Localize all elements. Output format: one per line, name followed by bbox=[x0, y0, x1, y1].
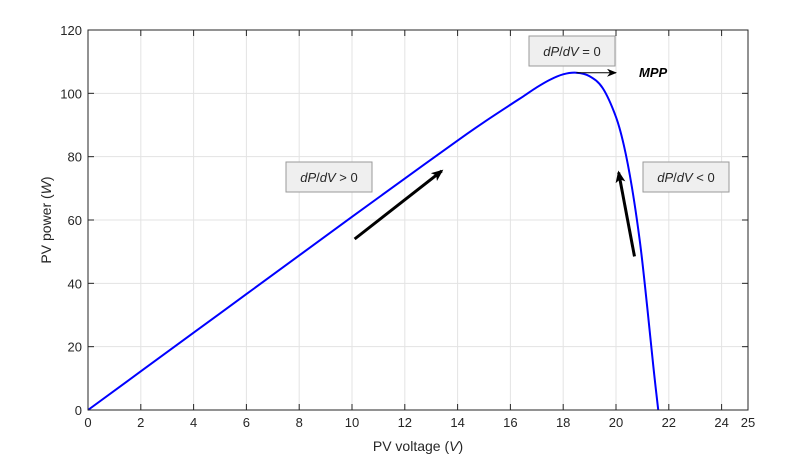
arrows-layer bbox=[353, 68, 636, 257]
x-tick-label: 22 bbox=[662, 415, 676, 430]
pv-curve-line bbox=[87, 71, 660, 411]
x-tick-label: 16 bbox=[503, 415, 517, 430]
x-axis-label: PV voltage (V) bbox=[373, 438, 463, 454]
y-tick-label: 0 bbox=[75, 403, 82, 418]
grid-lines bbox=[88, 30, 748, 410]
x-tick-label: 2 bbox=[137, 415, 144, 430]
x-tick-label: 8 bbox=[296, 415, 303, 430]
x-tick-label: 24 bbox=[714, 415, 728, 430]
y-tick-label: 80 bbox=[68, 150, 82, 165]
svg-text:dP/dV < 0: dP/dV < 0 bbox=[657, 170, 714, 185]
x-tick-label: 14 bbox=[450, 415, 464, 430]
x-tick-label: 25 bbox=[741, 415, 755, 430]
y-tick-label: 100 bbox=[60, 86, 82, 101]
x-tick-label: 0 bbox=[84, 415, 91, 430]
increasing-arrow-icon bbox=[353, 169, 444, 241]
svg-text:dP/dV = 0: dP/dV = 0 bbox=[543, 44, 600, 59]
curve-layer bbox=[87, 71, 660, 411]
y-tick-label: 60 bbox=[68, 213, 82, 228]
y-axis-label: PV power (W) bbox=[38, 176, 54, 263]
annotation-mpp-condition: dP/dV = 0 bbox=[528, 35, 616, 67]
x-tick-label: 12 bbox=[398, 415, 412, 430]
svg-text:dP/dV > 0: dP/dV > 0 bbox=[300, 170, 357, 185]
decreasing-arrow-icon bbox=[615, 170, 636, 257]
x-tick-label: 6 bbox=[243, 415, 250, 430]
annotation-negative-slope: dP/dV < 0 bbox=[642, 161, 730, 193]
mpp-label: MPP bbox=[639, 65, 668, 80]
y-tick-label: 40 bbox=[68, 276, 82, 291]
x-tick-label: 10 bbox=[345, 415, 359, 430]
y-tick-label: 120 bbox=[60, 23, 82, 38]
y-tick-label: 20 bbox=[68, 340, 82, 355]
annotation-positive-slope: dP/dV > 0 bbox=[285, 161, 373, 193]
x-tick-label: 20 bbox=[609, 415, 623, 430]
x-tick-label: 4 bbox=[190, 415, 197, 430]
x-tick-label: 18 bbox=[556, 415, 570, 430]
